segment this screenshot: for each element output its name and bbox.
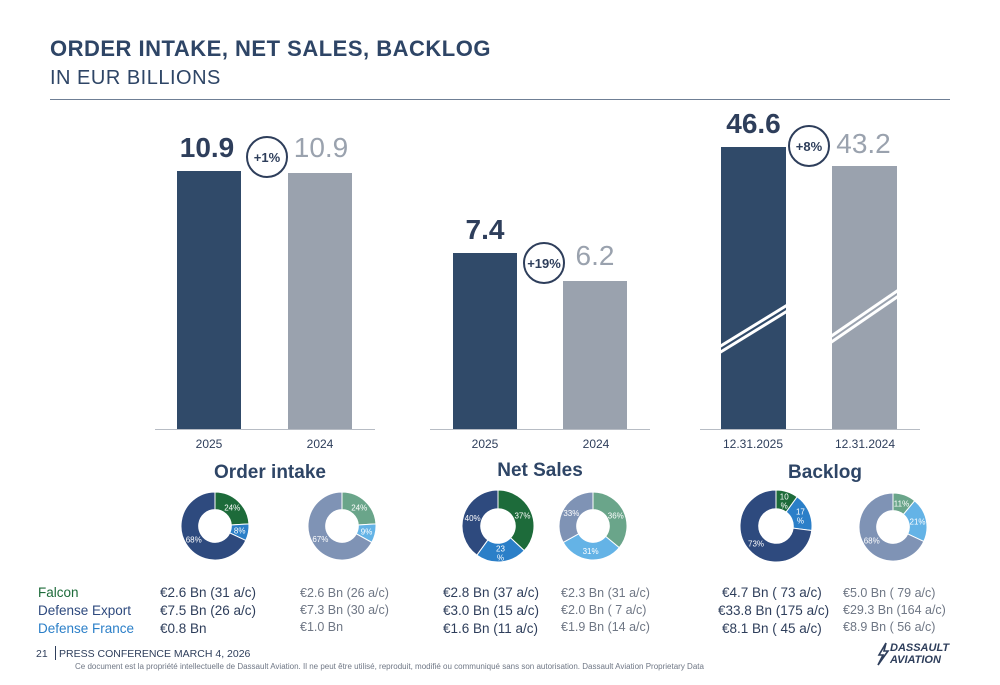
- net-sales-current-export: €3.0 Bn (15 a/c): [443, 603, 540, 618]
- net-sales-current-falcon: €2.8 Bn (37 a/c): [443, 585, 540, 600]
- net-sales-section-title: Net Sales: [497, 460, 583, 481]
- net-sales-bar-2025: [453, 253, 517, 429]
- backlog-value-2025: 46.6: [726, 108, 781, 139]
- donut-label: 37%: [514, 511, 530, 520]
- order-intake-xlabel-2024: 2024: [306, 437, 334, 451]
- donut-slice-defense-export: [307, 491, 373, 561]
- net-sales-value-2025: 7.4: [465, 214, 505, 245]
- donut-label: 9%: [361, 527, 373, 536]
- order-intake-bar-2025: [177, 171, 241, 429]
- backlog-change-badge: +8%: [788, 125, 830, 167]
- net-sales-change-badge: +19%: [523, 242, 565, 284]
- net-sales-current-france: €1.6 Bn (11 a/c): [443, 621, 539, 636]
- order-intake-bar-2024: [288, 173, 352, 429]
- footer-event: PRESS CONFERENCE MARCH 4, 2026: [59, 648, 251, 660]
- donut-label: 31%: [583, 547, 599, 556]
- donut-label: 21%: [910, 518, 926, 527]
- donut-label: 23%: [496, 545, 505, 563]
- net-sales-bar-2024: [563, 281, 627, 429]
- backlog-previous-france: €8.9 Bn ( 56 a/c): [843, 620, 936, 634]
- backlog-current-export: €33.8 Bn (175 a/c): [718, 603, 830, 618]
- backlog-current-falcon: €4.7 Bn ( 73 a/c): [722, 585, 822, 600]
- page-subtitle: IN EUR BILLIONS: [50, 67, 221, 89]
- logo-text-line1: DASSAULT: [890, 642, 950, 654]
- donut-label: 17%: [796, 507, 805, 525]
- order-intake-current-export: €7.5 Bn (26 a/c): [160, 603, 257, 618]
- donut-slice-falcon: [592, 491, 628, 549]
- legend-defense-france: Defense France: [38, 621, 135, 636]
- backlog-donut-2024: 11% 21% 68%: [858, 492, 928, 562]
- donut-label: 24%: [351, 504, 367, 513]
- order-intake-change-badge: +1%: [246, 136, 288, 178]
- donut-label: 40%: [465, 514, 481, 523]
- net-sales-donut-2024: 36% 31% 33%: [558, 491, 628, 561]
- backlog-xlabel-2025: 12.31.2025: [722, 437, 784, 451]
- backlog-previous-export: €29.3 Bn (164 a/c): [843, 603, 946, 617]
- donut-label: 10%: [780, 493, 789, 511]
- donut-label: 67%: [312, 535, 328, 544]
- backlog-section-title: Backlog: [788, 462, 862, 483]
- donut-label: 24%: [224, 504, 240, 513]
- order-intake-value-2024: 10.9: [293, 132, 349, 163]
- order-intake-previous-export: €7.3 Bn (30 a/c): [300, 603, 389, 617]
- net-sales-value-2024: 6.2: [575, 240, 615, 271]
- logo-text-line2: AVIATION: [890, 654, 941, 666]
- order-intake-donut-2025: 24% 8% 68%: [180, 491, 250, 561]
- order-intake-value-2025: 10.9: [179, 132, 235, 163]
- legend-falcon: Falcon: [38, 585, 79, 600]
- net-sales-previous-export: €2.0 Bn ( 7 a/c): [561, 603, 647, 617]
- backlog-xlabel-2024: 12.31.2024: [834, 437, 896, 451]
- footer-disclaimer: Ce document est la propriété intellectue…: [75, 662, 704, 671]
- dassault-aviation-logo: DASSAULT AVIATION: [876, 640, 956, 670]
- backlog-axis-break: [718, 287, 901, 355]
- order-intake-xlabel-2025: 2025: [195, 437, 223, 451]
- footer-divider: [55, 646, 56, 660]
- backlog-baseline: [700, 429, 920, 430]
- order-intake-current-falcon: €2.6 Bn (31 a/c): [160, 585, 257, 600]
- donut-label: 36%: [608, 511, 624, 520]
- donut-slice-defense-export: [858, 492, 925, 562]
- page-number: 21: [36, 648, 48, 660]
- order-intake-previous-france: €1.0 Bn: [300, 620, 344, 634]
- backlog-current-france: €8.1 Bn ( 45 a/c): [722, 621, 822, 636]
- net-sales-baseline: [430, 429, 650, 430]
- donut-slice-defense-export: [739, 489, 813, 563]
- donut-slice-defense-export: [558, 491, 594, 544]
- legend-defense-export: Defense Export: [38, 603, 132, 618]
- backlog-previous-falcon: €5.0 Bn ( 79 a/c): [843, 586, 936, 600]
- net-sales-previous-france: €1.9 Bn (14 a/c): [561, 620, 650, 634]
- logo-mark-icon: [877, 642, 890, 666]
- backlog-value-2024: 43.2: [836, 128, 891, 159]
- backlog-donut-2025: 10 % 17 % 73%: [739, 489, 813, 563]
- donut-label: 8%: [234, 527, 246, 536]
- donut-label: 73%: [748, 540, 764, 549]
- order-intake-previous-falcon: €2.6 Bn (26 a/c): [300, 586, 389, 600]
- order-intake-baseline: [155, 429, 375, 430]
- donut-slice-defense-export: [461, 489, 499, 556]
- order-intake-current-france: €0.8 Bn: [160, 621, 207, 636]
- net-sales-donut-2025: 37% 23 % 40%: [461, 489, 535, 563]
- backlog-bar-2025: [721, 147, 786, 429]
- donut-slice-defense-export: [180, 491, 247, 561]
- donut-label: 11%: [894, 499, 909, 508]
- order-intake-donut-2024: 24% 9% 67%: [307, 491, 377, 561]
- donut-label: 68%: [186, 535, 202, 544]
- page-title: ORDER INTAKE, NET SALES, BACKLOG: [50, 36, 491, 61]
- donut-slice-falcon: [497, 489, 535, 552]
- donut-label: 68%: [864, 536, 880, 545]
- order-intake-section-title: Order intake: [214, 462, 326, 483]
- net-sales-xlabel-2024: 2024: [582, 437, 610, 451]
- header-divider: [50, 99, 950, 100]
- net-sales-previous-falcon: €2.3 Bn (31 a/c): [561, 586, 650, 600]
- donut-label: 33%: [563, 509, 579, 518]
- net-sales-xlabel-2025: 2025: [471, 437, 499, 451]
